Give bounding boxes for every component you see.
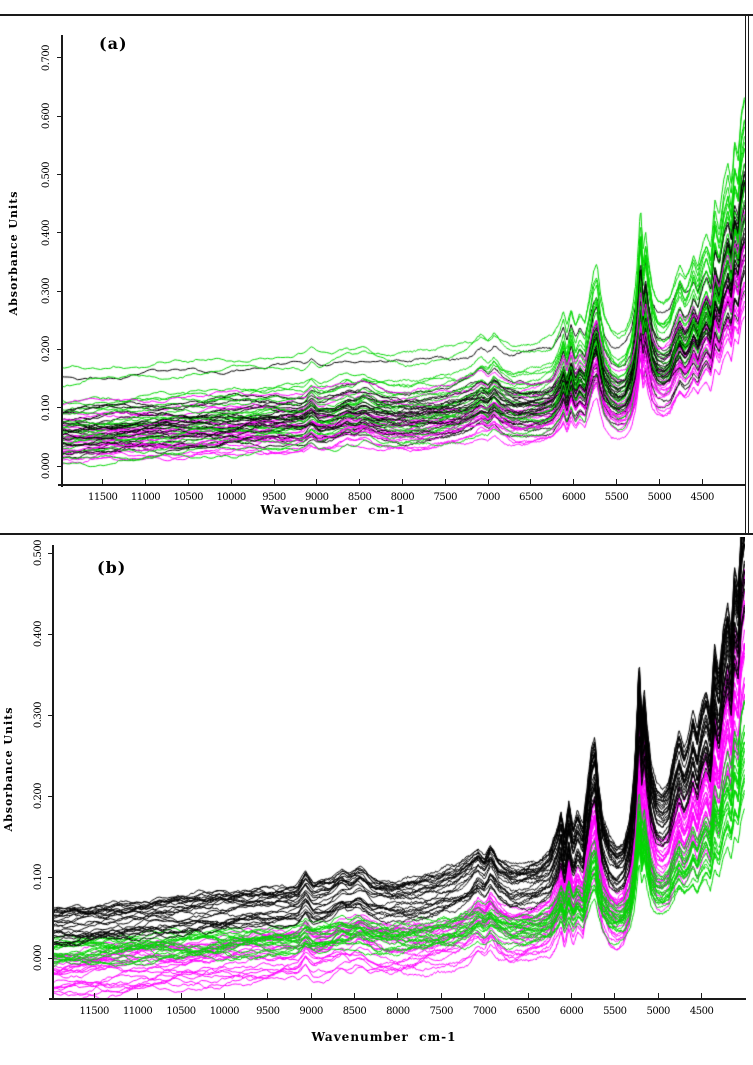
x-tick-label: 9500 xyxy=(256,1006,280,1017)
x-tick-label: 6000 xyxy=(559,1006,584,1017)
top-rule xyxy=(0,14,753,16)
panel-b-y-axis-title: Absorbance Units xyxy=(2,706,15,832)
x-tick-label: 6500 xyxy=(516,1006,540,1017)
x-tick xyxy=(616,479,617,484)
x-tick xyxy=(530,479,532,484)
x-tick xyxy=(444,479,446,484)
x-tick-label: 11000 xyxy=(130,492,161,503)
x-tick xyxy=(145,479,146,484)
panel-a-x-axis-line xyxy=(58,484,746,486)
y-tick xyxy=(57,465,62,467)
y-tick xyxy=(57,290,62,292)
right-rule-inner xyxy=(745,14,746,535)
x-tick-label: 5500 xyxy=(603,1006,627,1017)
y-tick xyxy=(48,552,53,554)
x-tick-label: 4500 xyxy=(690,492,714,503)
x-tick-label: 4500 xyxy=(689,1006,714,1017)
x-tick-label: 6500 xyxy=(519,492,543,503)
x-tick-label: 11000 xyxy=(122,1006,153,1017)
x-tick xyxy=(397,993,399,998)
x-tick xyxy=(573,479,575,484)
y-tick xyxy=(48,957,53,959)
x-tick xyxy=(137,993,139,998)
x-tick xyxy=(657,993,659,998)
x-tick xyxy=(93,993,95,998)
x-tick-label: 11500 xyxy=(88,492,118,503)
x-tick xyxy=(267,993,269,998)
x-tick xyxy=(316,479,318,484)
x-tick xyxy=(102,479,104,484)
y-tick-label: 0.100 xyxy=(33,863,44,891)
right-rule-outer xyxy=(748,14,749,535)
x-tick xyxy=(359,479,361,484)
y-tick-label: 0.000 xyxy=(33,944,44,972)
x-tick-label: 9000 xyxy=(299,1006,323,1017)
panel-b-y-axis-line xyxy=(52,545,54,1000)
x-tick-label: 5000 xyxy=(646,1006,670,1017)
panel-a-x-axis-title: Wavenumber cm-1 xyxy=(260,503,406,517)
y-tick xyxy=(48,633,53,635)
x-tick xyxy=(187,479,189,484)
y-tick-label: 0.200 xyxy=(33,782,44,810)
x-tick-label: 5500 xyxy=(604,492,629,503)
x-tick-label: 9500 xyxy=(262,492,286,503)
x-tick-label: 7000 xyxy=(472,1006,497,1017)
x-tick-label: 10000 xyxy=(216,492,246,503)
y-tick-label: 0.400 xyxy=(33,620,44,648)
panel-a-spectra-canvas xyxy=(63,28,745,486)
x-tick-label: 5000 xyxy=(647,492,672,503)
y-tick xyxy=(57,115,62,117)
x-tick-label: 8500 xyxy=(342,1006,367,1017)
x-tick xyxy=(484,993,486,998)
y-tick xyxy=(57,348,62,350)
x-tick xyxy=(310,993,312,998)
x-tick xyxy=(354,993,355,998)
x-tick-label: 7500 xyxy=(429,1006,454,1017)
x-tick-label: 11500 xyxy=(79,1006,110,1017)
x-tick xyxy=(487,479,489,484)
x-tick xyxy=(273,479,275,484)
x-tick xyxy=(180,993,182,998)
x-tick-label: 9000 xyxy=(305,492,329,503)
x-tick-label: 8000 xyxy=(390,492,415,503)
y-tick xyxy=(57,232,62,234)
y-tick xyxy=(57,174,62,175)
y-tick xyxy=(48,795,53,797)
x-tick xyxy=(230,479,232,484)
x-tick xyxy=(440,993,442,998)
x-tick-label: 8000 xyxy=(386,1006,410,1017)
y-tick xyxy=(57,407,62,409)
x-tick-label: 6000 xyxy=(561,492,586,503)
panel-a-label: (a) xyxy=(99,34,128,53)
panel-a-y-axis-line xyxy=(61,35,63,487)
x-tick-label: 10000 xyxy=(209,1006,240,1017)
panel-b-label: (b) xyxy=(97,558,127,577)
y-tick-label: 0.500 xyxy=(33,539,44,567)
y-tick xyxy=(48,876,53,878)
x-tick-label: 7000 xyxy=(476,492,500,503)
x-tick xyxy=(223,993,225,998)
panel-b-x-axis-title: Wavenumber cm-1 xyxy=(311,1030,457,1044)
x-tick xyxy=(614,993,616,998)
x-tick xyxy=(658,479,660,484)
panel-separator-rule xyxy=(0,533,753,535)
x-tick xyxy=(527,993,529,998)
y-tick xyxy=(48,714,53,716)
x-tick xyxy=(701,993,703,998)
x-tick-label: 7500 xyxy=(433,492,458,503)
x-tick xyxy=(701,479,703,484)
y-tick xyxy=(57,57,62,59)
panel-b-x-axis-line xyxy=(49,998,746,1000)
y-tick-label: 0.300 xyxy=(33,701,44,729)
x-tick xyxy=(401,479,403,484)
x-tick-label: 10500 xyxy=(166,1006,196,1017)
x-tick-label: 10500 xyxy=(173,492,204,503)
x-tick-label: 8500 xyxy=(347,492,372,503)
x-tick xyxy=(571,993,572,998)
panel-b-spectra-canvas xyxy=(54,537,745,999)
